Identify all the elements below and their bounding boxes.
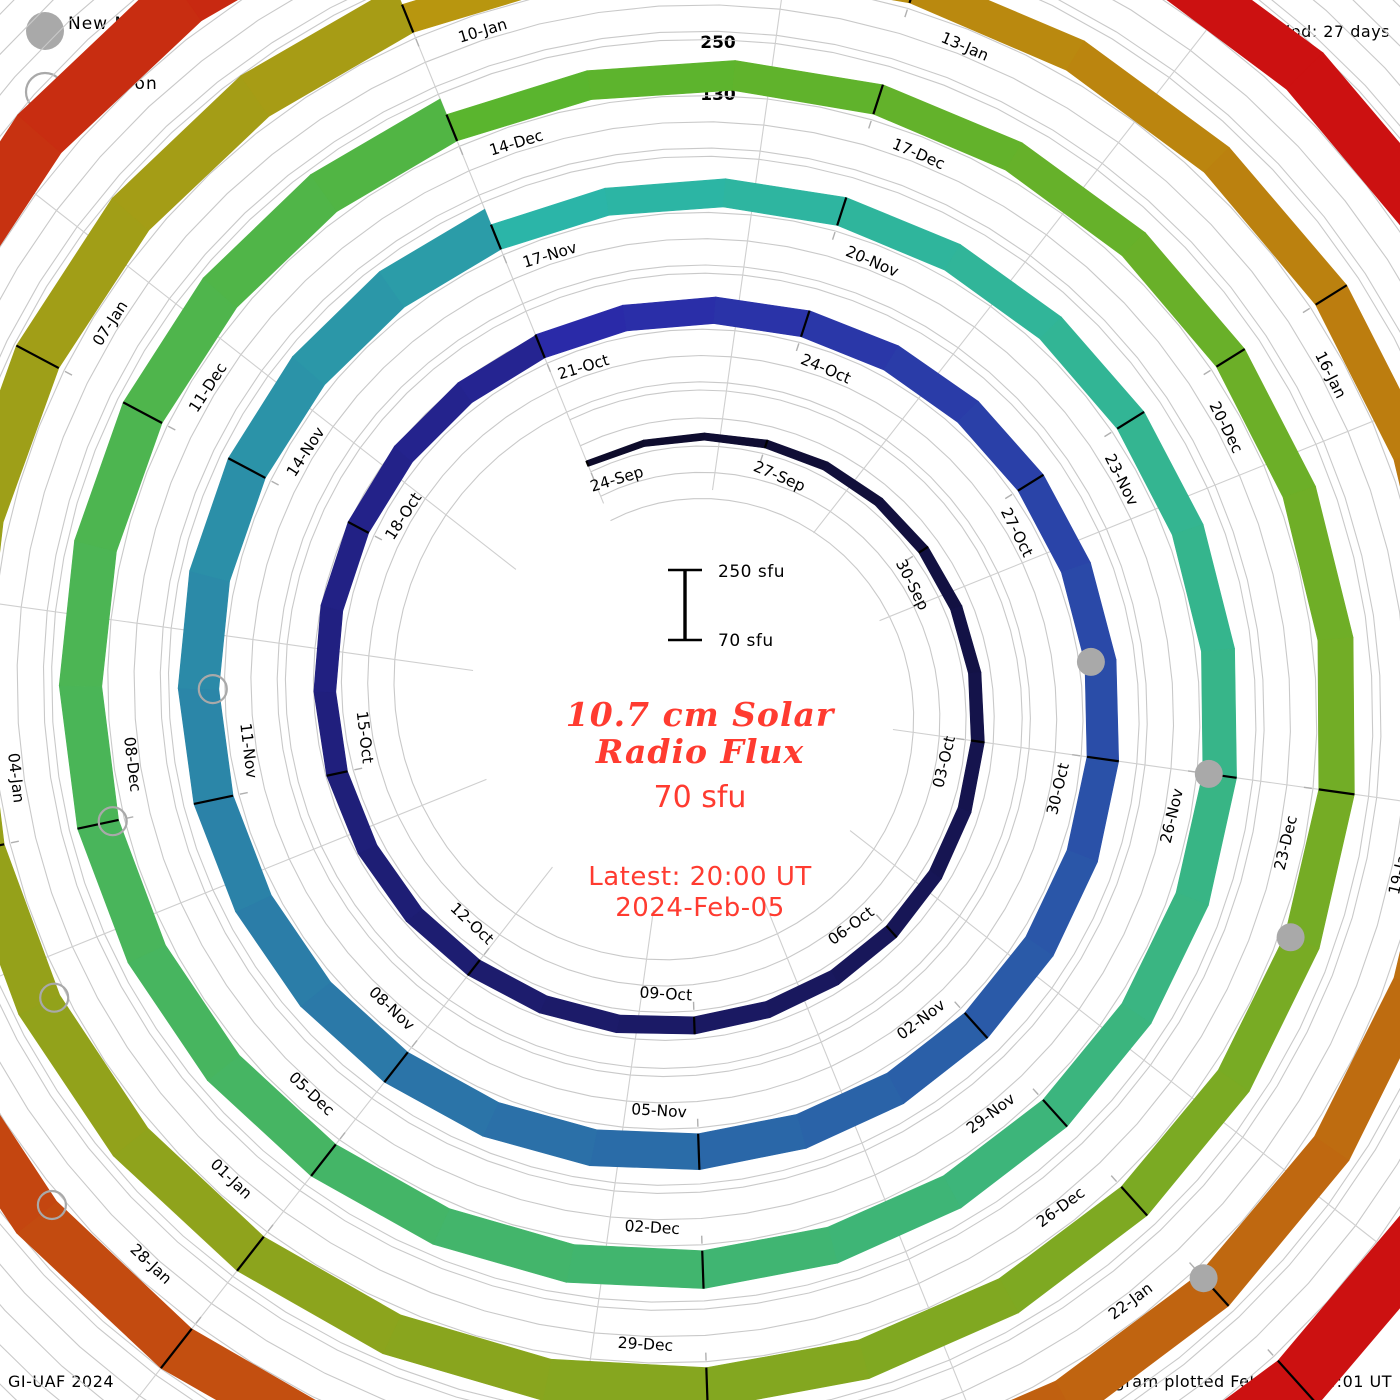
new-moon-marker (1276, 923, 1305, 952)
turn-date-label: 05-Nov (631, 1100, 688, 1121)
turn-date-label: 24-Oct (798, 350, 853, 387)
turn-date-label: 24-Sep (588, 463, 645, 496)
new-moon-marker (1189, 1264, 1218, 1293)
turn-date-label: 29-Dec (617, 1334, 673, 1355)
turn-date-label: 02-Dec (624, 1217, 680, 1238)
scale-bar (668, 568, 702, 642)
new-moon-marker (1076, 647, 1105, 676)
moon-markers (36, 647, 1305, 1293)
latest-date-label: 2024-Feb-05 (615, 893, 785, 923)
turn-date-label: 09-Oct (639, 984, 693, 1005)
turn-date-label: 04-Jan (4, 752, 28, 804)
full-moon-marker (36, 1189, 68, 1221)
page-title-line1: 10.7 cm Solar (565, 695, 835, 734)
credit-label: GI-UAF 2024 (8, 1372, 115, 1391)
scale-bar-top-label: 250 sfu (718, 562, 785, 582)
radial-tick-250: 250 (700, 33, 736, 53)
turn-date-label: 14-Dec (487, 126, 545, 159)
full-moon-marker (39, 982, 70, 1013)
new-moon-marker (1194, 759, 1223, 788)
scale-bar-bottom-label: 70 sfu (718, 631, 774, 651)
full-moon-marker (197, 673, 228, 705)
turn-date-label: 27-Sep (751, 457, 808, 495)
baseline-flux-value: 70 sfu (653, 780, 747, 815)
turn-date-label: 17-Nov (521, 238, 579, 271)
latest-time-label: Latest: 20:00 UT (588, 862, 812, 892)
full-moon-marker (97, 806, 128, 837)
page-title-line2: Radio Flux (595, 732, 805, 771)
filled-circle-icon (26, 12, 64, 50)
